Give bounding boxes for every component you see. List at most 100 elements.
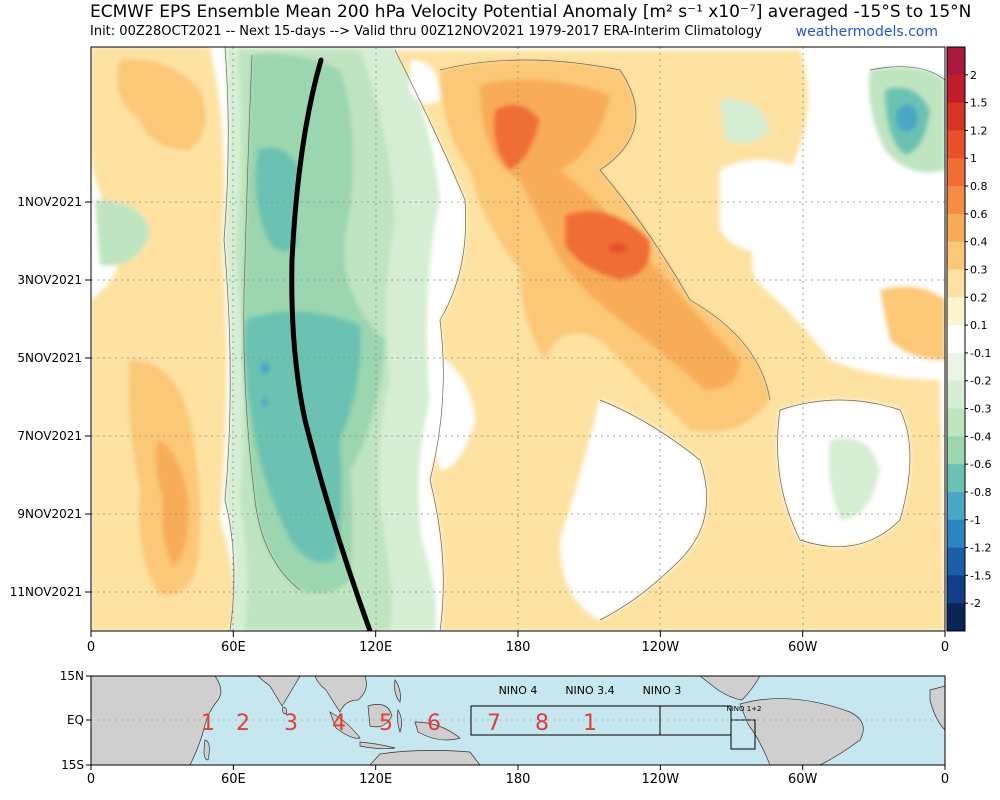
- mjo-phase-number: 1: [583, 711, 597, 736]
- main-y-axis: 1NOV2021 3NOV2021 5NOV2021 7NOV2021 9NOV2021…: [10, 195, 91, 599]
- nino-region-label: NINO 1+2: [726, 705, 761, 713]
- x-tick-label: 180: [506, 640, 531, 655]
- mjo-phase-number: 1: [201, 711, 215, 736]
- south-america-land: [739, 698, 864, 765]
- positive-max-west: [155, 440, 189, 565]
- map-x-tick-label: 0: [941, 772, 949, 787]
- colorbar-swatch: [947, 603, 965, 632]
- colorbar-swatch: [947, 213, 965, 243]
- mjo-phase-number: 2: [236, 711, 250, 736]
- x-tick-label: 60W: [788, 640, 818, 655]
- credit-link[interactable]: weathermodels.com: [795, 24, 938, 40]
- map-x-tick-label: 60E: [221, 772, 246, 787]
- positive-pacific-core-2: [565, 210, 651, 280]
- y-tick-label: 3NOV2021: [17, 273, 82, 287]
- negative-min-dot-2: [262, 397, 268, 407]
- x-tick-label: 120E: [359, 640, 392, 655]
- colorbar-swatch: [947, 102, 965, 131]
- colorbar-swatch: [947, 408, 965, 437]
- plot-grid: [91, 47, 945, 631]
- colorbar: 2 1.5 1.2 1 0.8 0.6 0.4 0.3 0.2 0.1 -0.1 -0.2 -0.3 -0…: [946, 46, 991, 632]
- map-x-axis: 0 60E 120E 180 120W 60W 0: [87, 765, 949, 787]
- negative-patch-east-core: [896, 104, 918, 132]
- colorbar-label: -0.3: [970, 403, 991, 416]
- borneo-land: [367, 704, 393, 728]
- mjo-phase-number: 5: [379, 711, 393, 736]
- y-tick-label: 9NOV2021: [17, 507, 82, 521]
- australia-land: [369, 750, 481, 765]
- nino-region-label: NINO 3: [643, 684, 682, 697]
- colorbar-swatch: [947, 547, 965, 576]
- colorbar-swatch: [947, 47, 965, 76]
- positive-patch-topleft: [117, 59, 206, 150]
- madagascar-land: [203, 739, 210, 761]
- map-x-tick-label: 60W: [788, 772, 818, 787]
- colorbar-label: 1: [970, 152, 977, 165]
- colorbar-swatch: [947, 491, 965, 521]
- colorbar-swatch: [947, 74, 965, 104]
- colorbar-label: -1.5: [970, 569, 991, 582]
- mjo-phase-number: 4: [332, 711, 346, 736]
- mjo-phase-number: 8: [535, 711, 549, 736]
- sumatra-land: [329, 711, 361, 739]
- map-y-tick-label: 15S: [61, 758, 84, 772]
- hovmoller-plot: [90, 46, 946, 632]
- colorbar-label: -0.8: [970, 486, 991, 499]
- colorbar-label: -1: [970, 514, 981, 527]
- india-land: [257, 676, 301, 707]
- colorbar-swatch: [947, 158, 965, 187]
- mjo-propagation-line: [289, 57, 373, 631]
- colorbar-label: -2: [970, 597, 981, 610]
- contour-lines: [223, 47, 945, 631]
- negative-patch-southeast: [828, 438, 880, 520]
- positive-pacific-max: [608, 243, 628, 253]
- se-asia-land: [314, 676, 367, 713]
- colorbar-swatch: [947, 464, 965, 493]
- mjo-phase-number: 3: [284, 711, 298, 736]
- map-x-tick-label: 120E: [359, 772, 392, 787]
- new-guinea-land: [414, 721, 461, 741]
- colorbar-label: -0.1: [970, 347, 991, 360]
- positive-patch-east: [880, 286, 945, 360]
- nino-region-label: NINO 3.4: [565, 684, 614, 697]
- colorbar-label: -0.4: [970, 430, 991, 443]
- map-x-tick-label: 120W: [641, 772, 679, 787]
- negative-patch-west: [95, 200, 150, 266]
- x-tick-label: 60E: [221, 640, 246, 655]
- sulawesi-land: [396, 709, 402, 734]
- main-x-axis: 0 60E 120E 180 120W 60W 0: [87, 631, 949, 655]
- colorbar-label: 0.3: [970, 263, 988, 276]
- negative-patch-southeast-2: [720, 99, 770, 144]
- neutral-gap-topright: [720, 160, 808, 253]
- colorbar-label: 0.2: [970, 291, 988, 304]
- colorbar-label: -0.6: [970, 458, 991, 471]
- negative-core-lower: [243, 311, 361, 563]
- map-x-tick-label: 0: [87, 772, 95, 787]
- positive-pacific-core: [494, 104, 540, 170]
- neutral-gap-2: [560, 400, 707, 620]
- africa-land: [91, 676, 222, 765]
- colorbar-swatch: [947, 269, 965, 298]
- map-y-axis: 15N EQ 15S: [60, 669, 91, 772]
- colorbar-swatch: [947, 575, 965, 604]
- philippines-land: [394, 679, 401, 703]
- colorbar-swatch: [947, 297, 965, 326]
- colorbar-swatch: [947, 241, 965, 270]
- central-america-land: [699, 676, 761, 701]
- colorbar-swatch: [947, 130, 965, 159]
- map-y-tick-label: EQ: [67, 713, 84, 727]
- colorbar-swatch: [947, 436, 965, 465]
- colorbar-label: 1.2: [970, 124, 988, 137]
- nino-labels: NINO 4 NINO 3.4 NINO 3 NINO 1+2: [499, 684, 762, 713]
- neutral-gap-1: [410, 60, 440, 104]
- mjo-phase-number: 6: [427, 711, 441, 736]
- map-x-tick-label: 180: [506, 772, 531, 787]
- colorbar-swatch: [947, 352, 965, 382]
- x-tick-label: 0: [87, 640, 95, 655]
- colorbar-label: 1.5: [970, 97, 988, 110]
- map-y-tick-label: 15N: [60, 669, 84, 683]
- negative-core-upper: [255, 147, 300, 252]
- sri-lanka-land: [282, 706, 287, 715]
